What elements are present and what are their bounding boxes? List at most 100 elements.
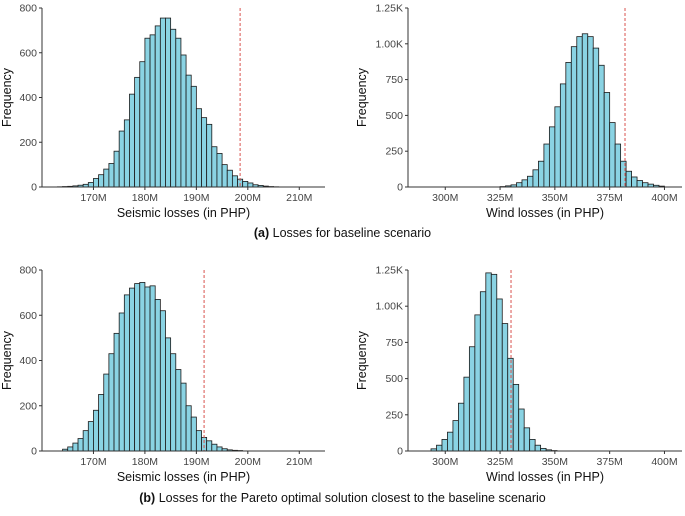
y-tick-label: 800 xyxy=(19,265,37,277)
y-tick-label: 1.25K xyxy=(376,265,403,277)
y-axis-title: Frequency xyxy=(0,330,14,390)
histogram-b-seismic: 170M 180M 190M 200M 210M 0 200 400 600 800 Seismic… xyxy=(0,265,325,484)
histogram-bar xyxy=(485,272,492,452)
y-tick-label: 1.25K xyxy=(376,3,403,15)
histogram-bar xyxy=(170,353,177,452)
histogram-bar xyxy=(139,61,146,188)
x-axis-title: Wind losses (in PHP) xyxy=(486,470,604,484)
x-axis-title: Seismic losses (in PHP) xyxy=(117,470,250,484)
x-tick-label: 325M xyxy=(487,192,513,204)
histogram-bar xyxy=(159,17,166,188)
histogram-bar xyxy=(93,178,99,188)
x-tick-label: 375M xyxy=(597,456,623,468)
y-tick-label: 0 xyxy=(397,446,403,458)
histogram-bar xyxy=(139,282,146,452)
histogram-bar xyxy=(565,62,572,188)
histogram-bar xyxy=(247,182,254,188)
histogram-bar xyxy=(123,294,130,452)
histogram-bar xyxy=(123,119,130,188)
caption-b-text: Losses for the Pareto optimal solution c… xyxy=(158,491,546,505)
histogram-bar xyxy=(479,291,487,452)
histogram-bar xyxy=(242,181,249,188)
histogram-bar xyxy=(190,85,197,188)
histogram-bar xyxy=(441,439,448,452)
x-tick-label: 200M xyxy=(235,456,261,468)
histogram-bar xyxy=(175,37,182,188)
x-tick-label: 190M xyxy=(183,456,209,468)
y-tick-label: 800 xyxy=(19,3,37,15)
histogram-bar xyxy=(532,169,539,188)
histogram-bar xyxy=(144,37,151,188)
histogram-bar xyxy=(201,117,208,188)
histogram-bar xyxy=(149,34,156,188)
histogram-bar xyxy=(496,298,503,452)
histogram-bar xyxy=(185,405,192,452)
histogram-bar xyxy=(452,420,459,452)
histogram-bar xyxy=(195,108,202,188)
caption-b-label: (b) xyxy=(139,491,156,505)
histogram-bar xyxy=(185,74,192,188)
histogram-bar xyxy=(636,180,643,188)
histogram-bar xyxy=(77,438,84,452)
y-tick-label: 750 xyxy=(385,74,403,86)
histogram-bar xyxy=(581,33,589,188)
histogram-bar xyxy=(180,382,187,452)
histogram-bar xyxy=(195,430,202,452)
histogram-bar xyxy=(98,394,105,452)
histogram-bar xyxy=(175,369,182,452)
histogram-bar xyxy=(512,383,520,452)
caption-a-label: (a) xyxy=(253,226,270,240)
x-tick-label: 170M xyxy=(80,456,106,468)
histogram-bar xyxy=(108,353,115,452)
x-tick-label: 190M xyxy=(183,192,209,204)
y-tick-label: 400 xyxy=(19,355,37,367)
histogram-bar xyxy=(548,126,556,188)
histogram-bar xyxy=(231,175,238,188)
histogram-bar xyxy=(206,440,213,452)
x-tick-label: 350M xyxy=(542,456,568,468)
histogram-bar xyxy=(474,314,481,452)
x-tick-label: 325M xyxy=(487,456,513,468)
y-tick-label: 750 xyxy=(385,337,403,349)
histogram-bar xyxy=(190,416,197,452)
y-tick-label: 200 xyxy=(19,137,37,149)
histogram-bar xyxy=(529,439,536,452)
histogram-bar xyxy=(527,175,534,188)
caption-a: (a) Losses for baseline scenario xyxy=(0,226,685,240)
histogram-bar xyxy=(98,174,105,188)
caption-b: (b) Losses for the Pareto optimal soluti… xyxy=(0,491,685,505)
histogram-bar xyxy=(118,312,125,452)
histogram-bar xyxy=(587,36,594,188)
histogram-bar xyxy=(134,76,141,188)
histogram-bar xyxy=(129,93,136,188)
x-tick-label: 400M xyxy=(651,456,677,468)
histogram-bar xyxy=(501,323,509,452)
caption-a-text: Losses for baseline scenario xyxy=(272,226,432,240)
histogram-bar xyxy=(507,357,514,452)
y-axis-title: Frequency xyxy=(355,330,369,390)
histogram-bar xyxy=(103,168,110,188)
x-tick-label: 210M xyxy=(286,456,312,468)
histogram-bar xyxy=(490,273,498,452)
y-tick-label: 400 xyxy=(19,92,37,104)
y-tick-label: 200 xyxy=(19,400,37,412)
histogram-bar xyxy=(129,287,136,452)
y-tick-label: 500 xyxy=(385,373,403,385)
x-tick-label: 400M xyxy=(651,192,677,204)
histogram-bar xyxy=(609,122,616,188)
histogram-bar xyxy=(523,427,531,452)
x-tick-label: 375M xyxy=(597,192,623,204)
y-tick-label: 1.00K xyxy=(376,301,403,313)
histogram-bar xyxy=(93,409,99,452)
histogram-bar xyxy=(625,170,632,188)
y-tick-label: 0 xyxy=(397,182,403,194)
y-tick-label: 1.00K xyxy=(376,38,403,50)
y-tick-label: 600 xyxy=(19,310,37,322)
histogram-bar xyxy=(447,431,454,452)
histogram-bar xyxy=(82,430,89,452)
histogram-bar xyxy=(165,17,172,188)
x-axis-title: Seismic losses (in PHP) xyxy=(117,206,250,220)
y-tick-label: 500 xyxy=(385,110,403,122)
y-tick-label: 250 xyxy=(385,409,403,421)
